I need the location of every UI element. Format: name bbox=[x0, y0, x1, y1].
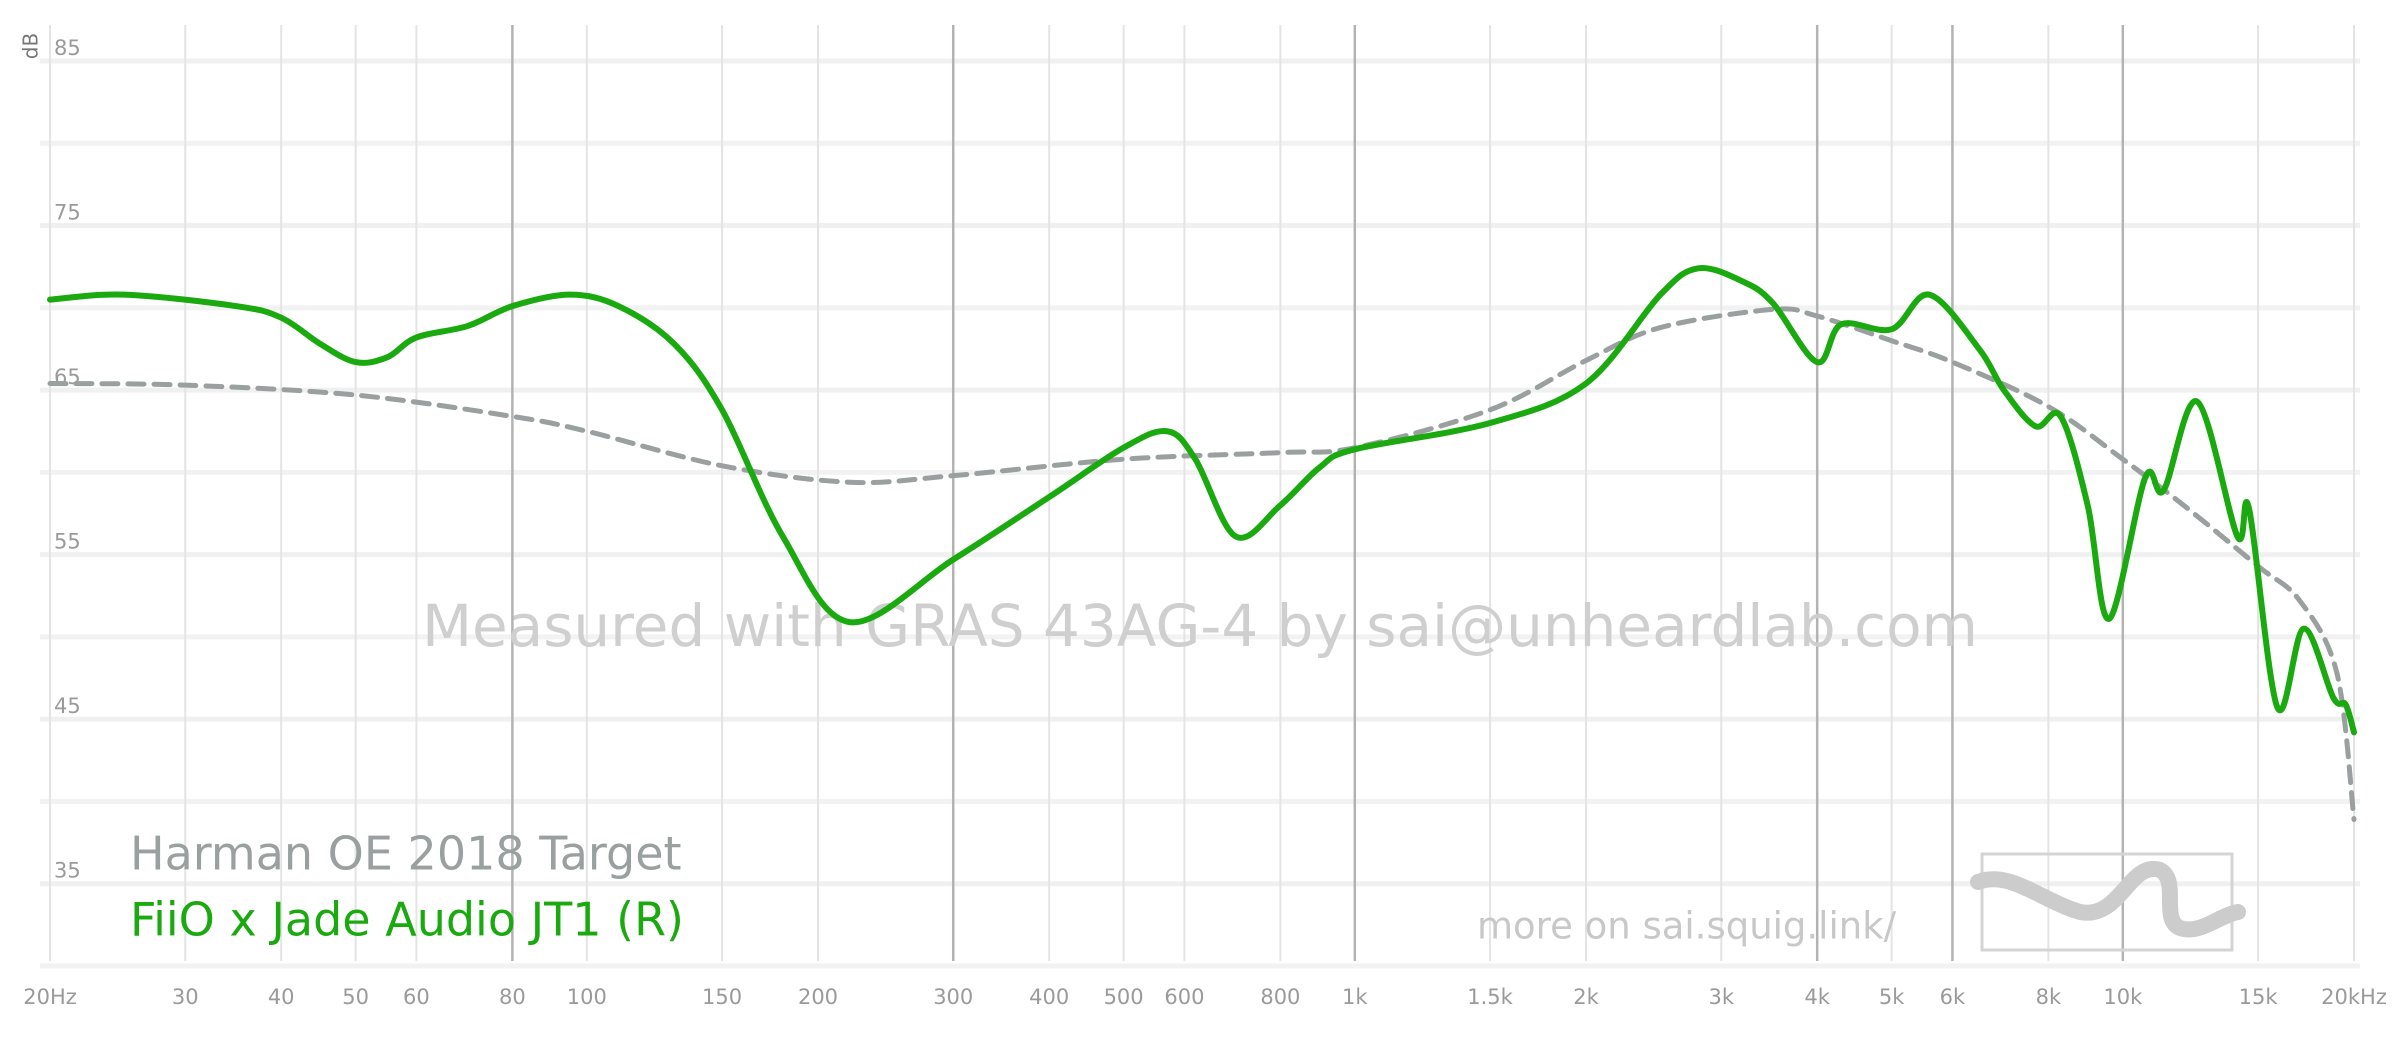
footer-link: more on sai.squig.link/ bbox=[1477, 905, 1897, 948]
x-tick-label: 2k bbox=[1573, 985, 1599, 1009]
watermark: Measured with GRAS 43AG-4 by sai@unheard… bbox=[422, 592, 1978, 660]
x-tick-label: 20Hz bbox=[23, 985, 77, 1009]
x-tick-label: 500 bbox=[1104, 985, 1144, 1009]
x-tick-label: 800 bbox=[1260, 985, 1300, 1009]
y-tick-label: 75 bbox=[54, 201, 81, 225]
y-tick-label: 55 bbox=[54, 530, 81, 554]
y-axis-label: dB bbox=[19, 33, 43, 59]
target-curve bbox=[47, 306, 2357, 823]
frequency-response bbox=[47, 265, 2357, 736]
x-tick-label: 300 bbox=[933, 985, 973, 1009]
x-tick-label: 150 bbox=[702, 985, 742, 1009]
x-tick-label: 30 bbox=[172, 985, 199, 1009]
x-tick-label: 80 bbox=[499, 985, 526, 1009]
x-tick-label: 100 bbox=[567, 985, 607, 1009]
logo-frame bbox=[1980, 852, 2234, 952]
x-tick-label: 5k bbox=[1879, 985, 1905, 1009]
x-tick-label: 400 bbox=[1029, 985, 1069, 1009]
x-tick-label: 10k bbox=[2103, 985, 2143, 1009]
logo bbox=[1970, 852, 2246, 952]
x-tick-label: 1.5k bbox=[1467, 985, 1513, 1009]
legend-entry: Harman OE 2018 Target bbox=[130, 827, 682, 881]
curves bbox=[47, 265, 2357, 823]
x-tick-label: 200 bbox=[798, 985, 838, 1009]
x-tick-label: 15k bbox=[2239, 985, 2279, 1009]
y-tick-label: 35 bbox=[54, 859, 81, 883]
logo-mark bbox=[1970, 860, 2246, 938]
x-tick-label: 60 bbox=[403, 985, 430, 1009]
x-tick-label: 600 bbox=[1164, 985, 1204, 1009]
x-tick-label: 8k bbox=[2036, 985, 2062, 1009]
legend-entry: FiiO x Jade Audio JT1 (R) bbox=[130, 893, 684, 947]
x-tick-label: 40 bbox=[268, 985, 295, 1009]
x-tick-label: 1k bbox=[1342, 985, 1368, 1009]
x-tick-label: 20kHz bbox=[2321, 985, 2387, 1009]
x-tick-label: 6k bbox=[1940, 985, 1966, 1009]
x-tick-label: 3k bbox=[1708, 985, 1734, 1009]
x-tick-label: 50 bbox=[342, 985, 369, 1009]
y-tick-label: 45 bbox=[54, 694, 81, 718]
x-tick-label: 4k bbox=[1804, 985, 1830, 1009]
y-tick-label: 85 bbox=[54, 36, 81, 60]
